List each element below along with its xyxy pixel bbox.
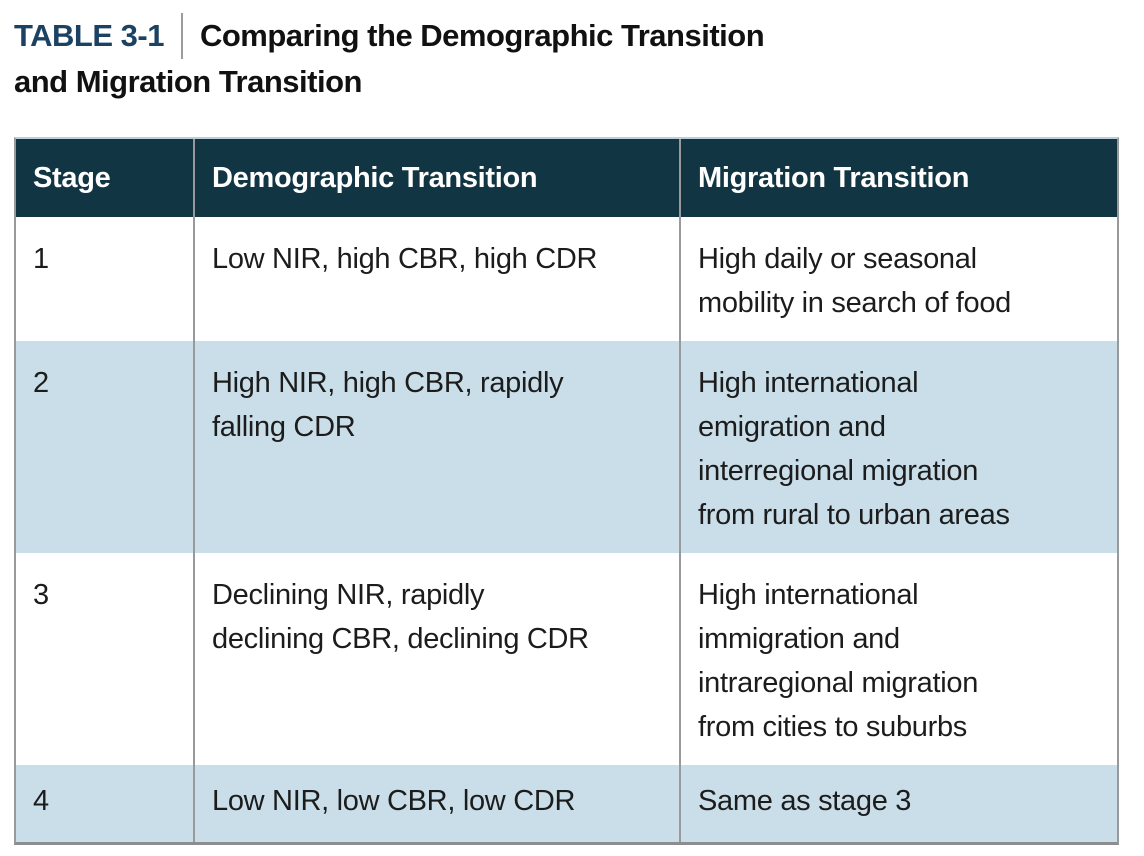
stage-cell: 4: [16, 765, 195, 842]
column-header-migration-transition: Migration Transition: [698, 161, 970, 194]
table-row-stage-3: 3 Declining NIR, rapidly declining CBR, …: [16, 553, 1117, 765]
demographic-cell: Low NIR, high CBR, high CDR: [194, 217, 681, 341]
demographic-cell: High NIR, high CBR, rapidly falling CDR: [194, 341, 681, 553]
table-row-stage-4: 4 Low NIR, low CBR, low CDR Same as stag…: [16, 765, 1117, 842]
table-title: TABLE 3-1 Comparing the Demographic Tran…: [14, 12, 1144, 104]
migration-cell: High daily or seasonal mobility in searc…: [698, 243, 1011, 319]
table-header-row: Stage Demographic Transition Migration T…: [16, 139, 1117, 217]
stage-cell: 3: [16, 553, 195, 765]
stage-cell: 2: [16, 341, 195, 553]
page: TABLE 3-1 Comparing the Demographic Tran…: [0, 12, 1144, 856]
table-row-stage-1: 1 Low NIR, high CBR, high CDR High daily…: [16, 217, 1117, 341]
migration-cell: Same as stage 3: [698, 785, 912, 817]
table-row-stage-2: 2 High NIR, high CBR, rapidly falling CD…: [16, 341, 1117, 553]
comparison-table: Stage Demographic Transition Migration T…: [16, 139, 1117, 842]
demographic-cell: Declining NIR, rapidly declining CBR, de…: [194, 553, 681, 765]
column-header-demographic-transition: Demographic Transition: [194, 139, 681, 217]
table-number-label: TABLE 3-1: [14, 18, 164, 53]
title-text-line1: Comparing the Demographic Transition: [199, 18, 765, 53]
table-title-line1: TABLE 3-1 Comparing the Demographic Tran…: [14, 12, 1144, 60]
stage-cell: 1: [16, 217, 195, 341]
comparison-table-frame: Stage Demographic Transition Migration T…: [14, 137, 1119, 845]
column-header-stage: Stage: [16, 139, 195, 217]
title-divider: [180, 13, 183, 59]
title-text-line2: and Migration Transition: [14, 64, 362, 99]
migration-cell: High international emigration and interr…: [698, 367, 1010, 531]
migration-cell: High international immigration and intra…: [698, 579, 979, 743]
demographic-cell: Low NIR, low CBR, low CDR: [194, 765, 681, 842]
